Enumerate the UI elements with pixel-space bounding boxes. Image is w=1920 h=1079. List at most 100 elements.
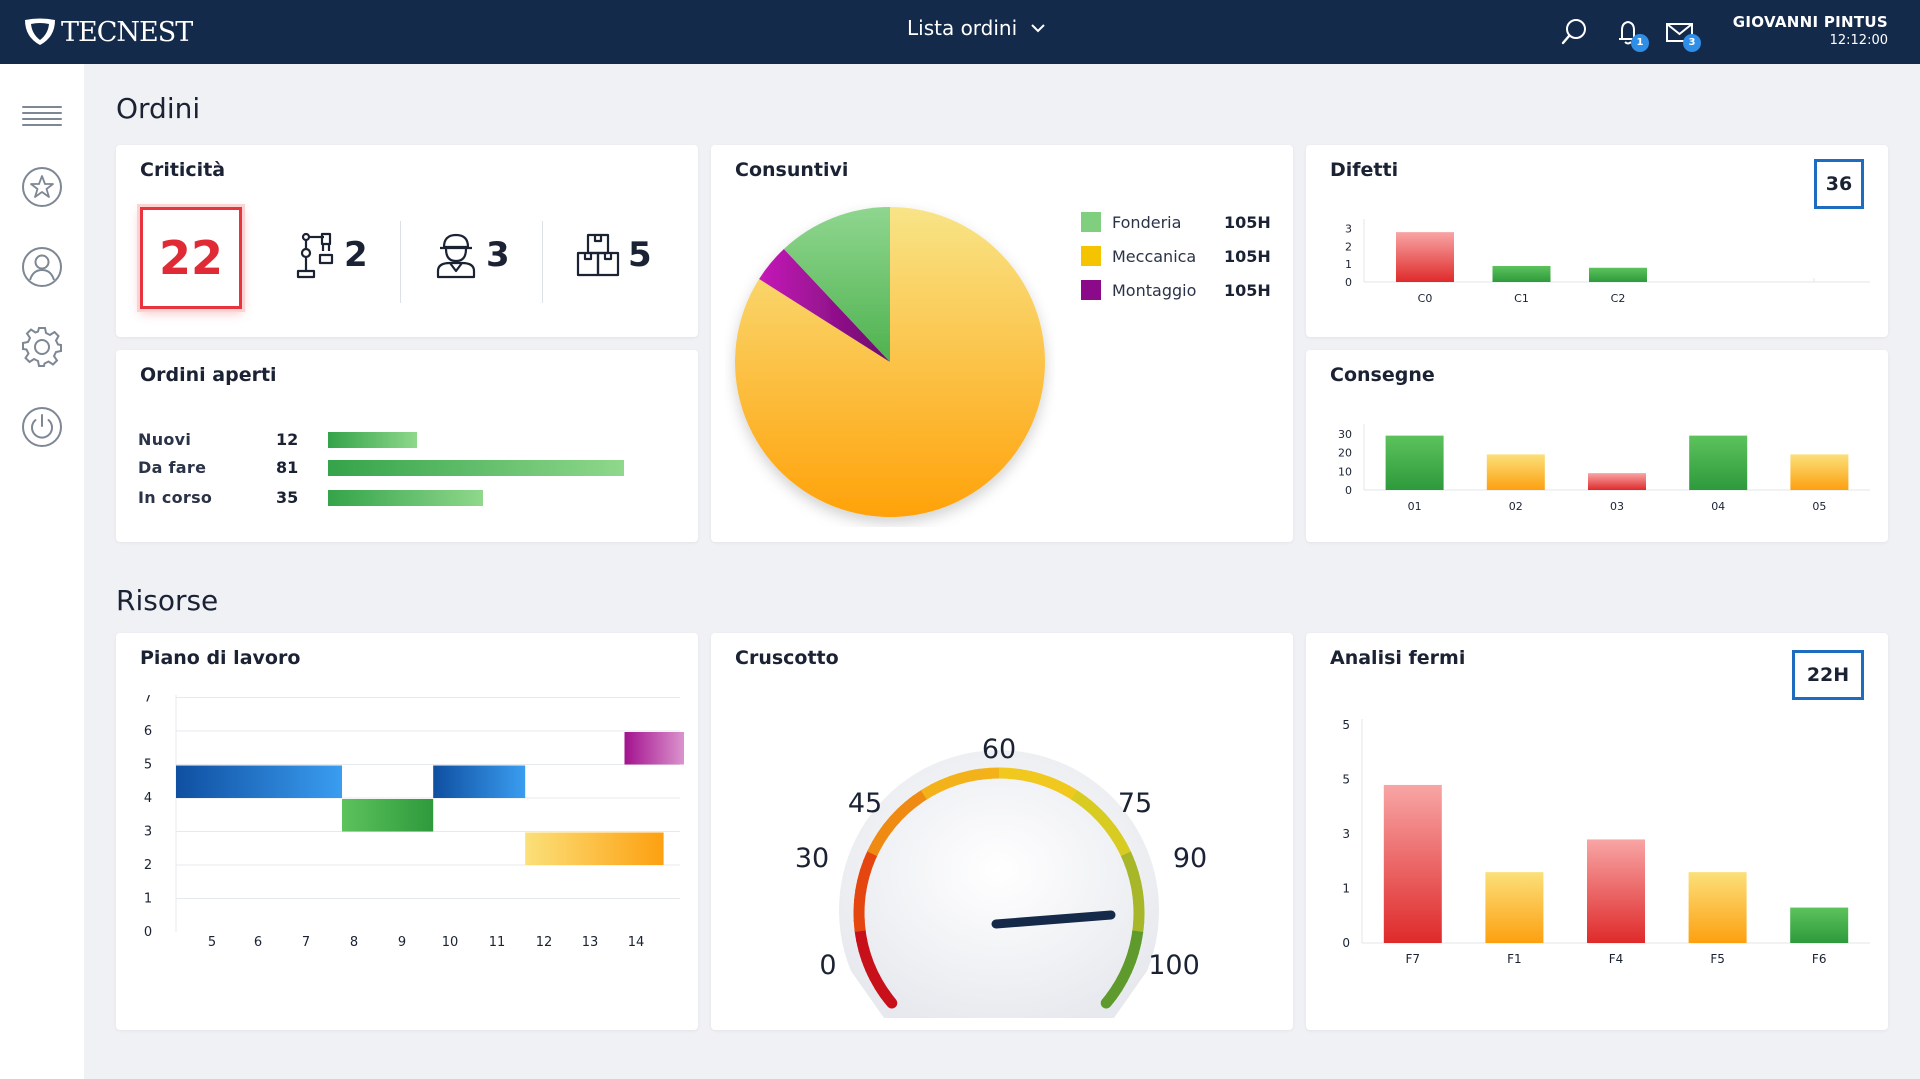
ordini-row-value: 81 [276, 458, 299, 477]
bar-05[interactable] [1790, 454, 1849, 490]
ordini-row-bar [328, 431, 417, 448]
y-tick-label: 6 [144, 724, 152, 739]
page-title-dropdown[interactable]: Lista ordini [907, 16, 1045, 40]
x-tick-label: C0 [1418, 292, 1433, 305]
logo[interactable]: TECNEST [22, 14, 193, 50]
difetti-card: Difetti 36 0 1 2 3 C0 C1 C2 [1306, 145, 1888, 337]
legend-swatch [1081, 212, 1101, 232]
y-tick-label: 5 [1342, 773, 1350, 787]
legend-name: Montaggio [1112, 280, 1197, 300]
bar-03[interactable] [1588, 473, 1646, 490]
y-tick-label: 3 [1342, 827, 1350, 841]
legend-name: Fonderia [1112, 212, 1182, 232]
consegne-bar-chart: 0 10 20 30 01 02 03 04 05 [1338, 424, 1870, 513]
gantt-task[interactable] [624, 732, 685, 765]
bar-f1[interactable] [1485, 872, 1544, 943]
notifications-button[interactable]: 1 [1613, 17, 1649, 52]
messages-button[interactable]: 3 [1665, 17, 1701, 52]
y-tick-label: 20 [1338, 447, 1352, 460]
analisi-title: Analisi fermi [1330, 647, 1466, 669]
consegne-card: Consegne 0 10 20 30 01 02 03 04 05 [1306, 350, 1888, 542]
chevron-down-icon [1031, 23, 1045, 32]
gauge-needle[interactable] [991, 910, 1116, 929]
page-title: Lista ordini [907, 16, 1018, 40]
criticita-machines[interactable]: 2 [292, 231, 368, 279]
clock-time: 12:12:00 [1829, 33, 1888, 48]
x-tick-label: C1 [1514, 292, 1529, 305]
x-tick-label: F5 [1710, 952, 1725, 966]
y-tick-label: 1 [144, 892, 152, 907]
gantt-task[interactable] [525, 832, 664, 866]
y-tick-label: 0 [144, 925, 152, 940]
bar-04[interactable] [1689, 435, 1748, 490]
user-info[interactable]: GIOVANNI PINTUS 12:12:00 [1733, 13, 1888, 48]
bar-f7[interactable] [1383, 784, 1442, 943]
x-tick-label: 13 [582, 935, 599, 950]
y-tick-label: 0 [1342, 936, 1350, 950]
gantt-task[interactable] [433, 765, 526, 799]
y-tick-label: 5 [1342, 718, 1350, 732]
x-tick-label: 14 [628, 935, 645, 950]
search-button[interactable] [1560, 17, 1590, 47]
gantt-task[interactable] [342, 799, 434, 832]
bar-f4[interactable] [1587, 839, 1645, 943]
criticita-machines-value: 2 [344, 235, 368, 275]
bar-02[interactable] [1486, 454, 1545, 490]
criticita-materials[interactable]: 5 [576, 231, 652, 279]
sidebar-item-favorites[interactable] [21, 166, 63, 208]
sidebar-item-logout[interactable] [21, 406, 63, 448]
ordini-row-da-fare[interactable]: Da fare 81 [138, 458, 624, 477]
ordini-row-in-corso[interactable]: In corso 35 [138, 488, 483, 507]
ordini-row-nuovi[interactable]: Nuovi 12 [138, 430, 417, 449]
x-tick-label: 05 [1812, 500, 1826, 513]
analisi-total-badge[interactable]: 22H [1792, 650, 1864, 700]
consuntivi-legend: Fonderia 105H Meccanica 105H Montaggio 1… [1081, 205, 1271, 307]
gauge-tick-label: 90 [1173, 843, 1207, 874]
gantt-task[interactable] [176, 765, 342, 799]
star-icon [22, 167, 62, 207]
bar-f5[interactable] [1688, 872, 1747, 943]
y-tick-label: 3 [144, 825, 152, 840]
bar-c2[interactable] [1589, 267, 1647, 282]
gauge-face [839, 750, 1159, 1018]
x-tick-label: C2 [1611, 292, 1626, 305]
section-title-risorse: Risorse [116, 584, 219, 617]
bar-f6[interactable] [1790, 907, 1849, 943]
legend-item-montaggio[interactable]: Montaggio 105H [1081, 273, 1271, 307]
criticita-workers[interactable]: 3 [434, 231, 510, 279]
user-name: GIOVANNI PINTUS [1732, 13, 1888, 31]
x-tick-label: 02 [1509, 500, 1523, 513]
y-tick-label: 3 [1345, 223, 1352, 236]
sidebar-item-menu[interactable] [21, 96, 63, 138]
difetti-total-badge[interactable]: 36 [1814, 159, 1864, 209]
divider [400, 221, 401, 303]
y-tick-label: 5 [144, 758, 152, 773]
legend-swatch [1081, 246, 1101, 266]
x-tick-label: F1 [1507, 952, 1522, 966]
legend-item-meccanica[interactable]: Meccanica 105H [1081, 239, 1271, 273]
cruscotto-title: Cruscotto [735, 647, 839, 669]
gauge-tick-label: 60 [982, 734, 1016, 765]
ordini-aperti-card: Ordini aperti Nuovi 12 Da fare 81 In cor… [116, 350, 698, 542]
y-tick-label: 7 [144, 695, 152, 706]
bar-01[interactable] [1385, 435, 1444, 490]
y-tick-label: 2 [1345, 240, 1352, 253]
criticita-main-value[interactable]: 22 [140, 207, 242, 309]
gear-icon [22, 327, 62, 367]
x-tick-label: 03 [1610, 500, 1624, 513]
sidebar-item-settings[interactable] [21, 326, 63, 368]
y-tick-label: 1 [1342, 882, 1350, 896]
bar-c1[interactable] [1492, 265, 1551, 282]
legend-name: Meccanica [1112, 246, 1197, 266]
legend-item-fonderia[interactable]: Fonderia 105H [1081, 205, 1271, 239]
sidebar-item-profile[interactable] [21, 246, 63, 288]
pie-slice-montaggio[interactable] [759, 249, 890, 362]
bar-c0[interactable] [1396, 232, 1454, 282]
legend-swatch [1081, 280, 1101, 300]
worker-icon [436, 233, 476, 279]
pie-slice-fonderia[interactable] [783, 207, 890, 362]
section-title-ordini: Ordini [116, 92, 201, 125]
x-tick-label: F6 [1812, 952, 1827, 966]
ordini-row-bar [328, 489, 483, 506]
consuntivi-card: Consuntivi Fonderia 105H Meccanica 105H … [711, 145, 1293, 542]
